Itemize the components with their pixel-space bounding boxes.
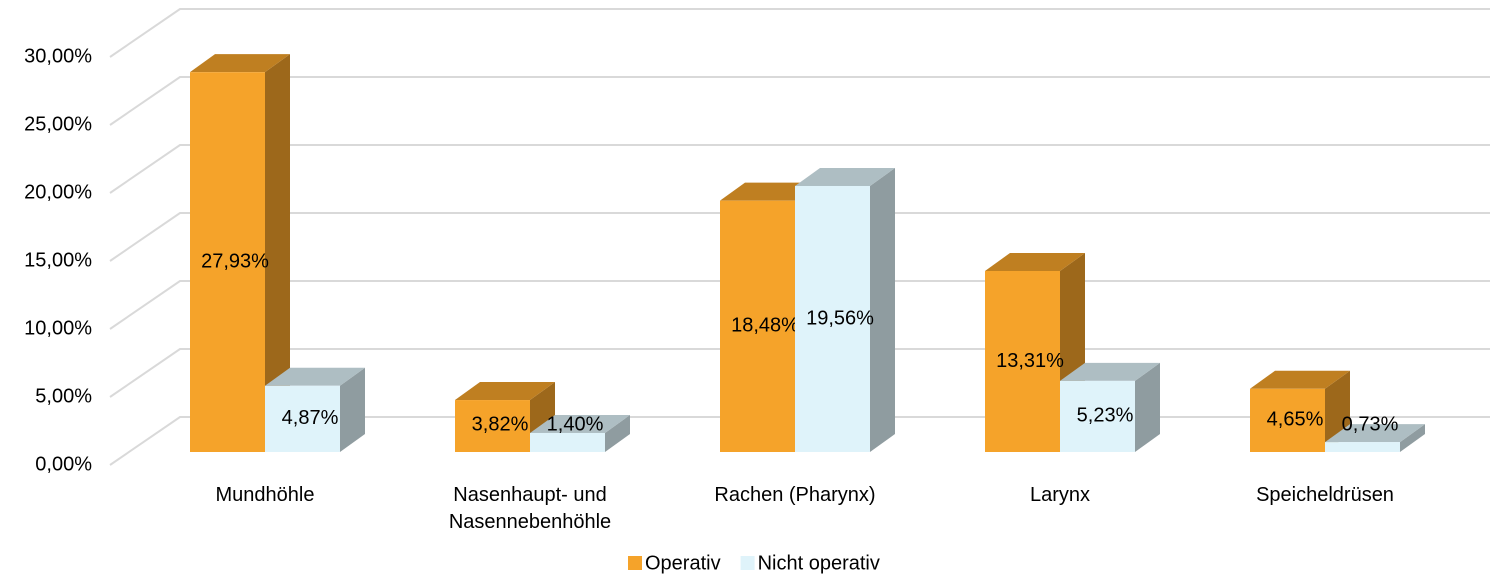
y-tick-label: 20,00%	[24, 181, 92, 203]
bar	[795, 185, 870, 452]
bar-top	[265, 367, 365, 386]
y-tick-label: 15,00%	[24, 249, 92, 271]
bar	[1325, 442, 1400, 452]
legend-swatch	[628, 556, 642, 570]
bar	[530, 432, 605, 452]
data-label: 4,87%	[282, 407, 339, 429]
y-tick-label: 0,00%	[35, 453, 92, 475]
grid-line	[109, 144, 1490, 194]
bar-top	[795, 167, 895, 186]
data-label: 27,93%	[201, 250, 269, 272]
bar	[1060, 380, 1135, 452]
bar	[1250, 388, 1325, 452]
grid-line	[109, 8, 1490, 58]
bar-top	[1060, 362, 1160, 381]
data-label: 3,82%	[472, 413, 529, 435]
bar-top	[190, 54, 290, 73]
data-label: 0,73%	[1342, 413, 1399, 435]
legend-label: Nicht operativ	[758, 552, 880, 574]
grid-line	[109, 76, 1490, 126]
data-label: 18,48%	[731, 315, 799, 337]
data-label: 19,56%	[806, 307, 874, 329]
x-tick-label: Larynx	[1029, 484, 1091, 506]
bar	[985, 270, 1060, 452]
x-tick-label: Rachen (Pharynx)	[714, 484, 876, 506]
bar	[265, 385, 340, 452]
y-tick-label: 25,00%	[24, 113, 92, 135]
bar-top	[530, 414, 630, 433]
bar-side	[605, 414, 630, 452]
bar	[190, 72, 265, 452]
bar-top	[1250, 370, 1350, 389]
x-tick-label: Nasenhaupt- und Nasennebenhöhle	[448, 484, 612, 533]
grid-line	[109, 212, 1490, 262]
bar	[455, 400, 530, 452]
bar-top	[455, 382, 555, 401]
bar-top	[985, 252, 1085, 271]
legend-swatch	[740, 556, 755, 570]
bar-top	[1325, 424, 1425, 443]
legend-label: Operativ	[645, 552, 721, 574]
bar	[720, 200, 795, 452]
data-label: 1,40%	[547, 413, 604, 435]
y-tick-label: 10,00%	[24, 317, 92, 339]
bar-side	[1400, 424, 1425, 452]
data-label: 4,65%	[1267, 409, 1324, 431]
y-tick-label: 5,00%	[35, 385, 92, 407]
y-tick-label: 30,00%	[24, 45, 92, 67]
bar-side	[870, 167, 895, 452]
data-label: 13,31%	[996, 350, 1064, 372]
x-tick-label: Speicheldrüsen	[1256, 484, 1394, 506]
data-label: 5,23%	[1077, 405, 1134, 427]
x-tick-label: Mundhöhle	[215, 484, 315, 506]
bar-side	[1135, 362, 1160, 452]
bar-side	[340, 367, 365, 452]
bar-side	[265, 54, 290, 452]
